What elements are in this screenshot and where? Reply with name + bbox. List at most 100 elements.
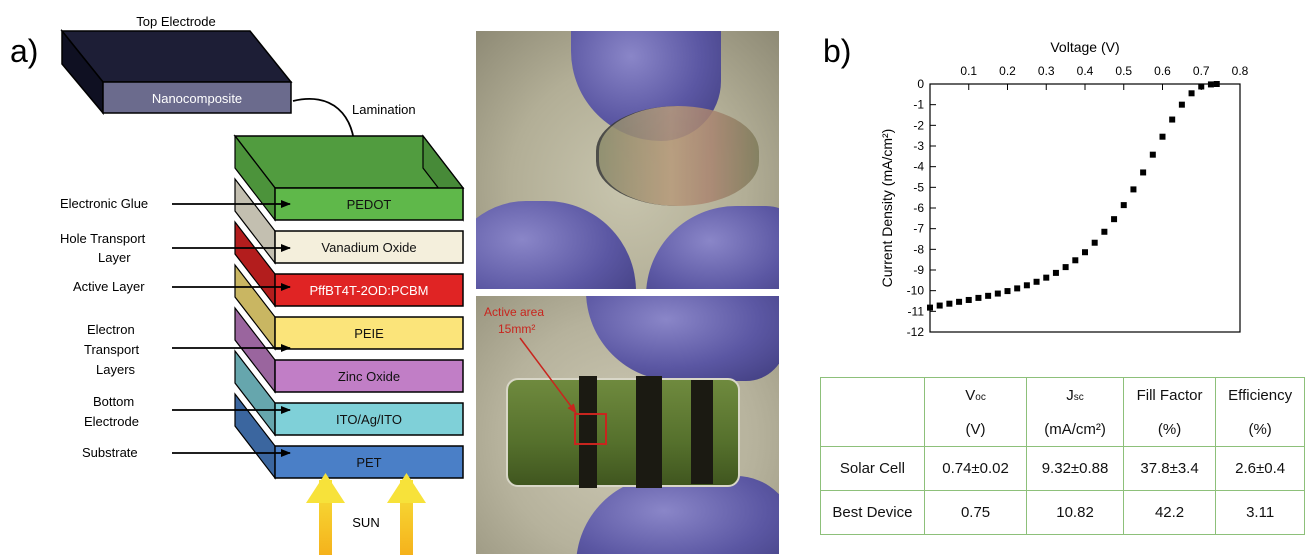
- layer-label: Vanadium Oxide: [321, 240, 416, 255]
- results-table: Voc Jsc Fill Factor Efficiency (V) (mA/c…: [820, 377, 1305, 535]
- y-tick-label: -12: [907, 325, 925, 339]
- data-point: [965, 296, 972, 303]
- table-header-row-bottom: (V) (mA/cm²) (%) (%): [821, 412, 1305, 447]
- data-points: [927, 81, 1220, 311]
- x-tick-label: 0.2: [999, 64, 1016, 78]
- active-area-label: Active area: [484, 305, 544, 319]
- label-arrows: [172, 200, 291, 457]
- active-area-box: [574, 413, 607, 445]
- y-tick-label: -6: [913, 201, 924, 215]
- layer-label: PEIE: [354, 326, 384, 341]
- x-tick-label: 0.5: [1115, 64, 1132, 78]
- x-tick-label: 0.7: [1193, 64, 1210, 78]
- data-point: [1033, 278, 1040, 285]
- layer-label: Zinc Oxide: [338, 369, 400, 384]
- layer-label: PffBT4T-2OD:PCBM: [310, 283, 429, 298]
- data-point: [1140, 169, 1147, 176]
- layer-zinc-oxide: [274, 359, 464, 393]
- side-labels: Electronic Glue Hole Transport Layer Act…: [60, 196, 148, 460]
- cell-efficiency: 3.11: [1215, 490, 1305, 535]
- active-area-value: 15mm²: [498, 322, 535, 336]
- table-row: Solar Cell 0.74±0.02 9.32±0.88 37.8±3.4 …: [820, 446, 1305, 491]
- glove-bottom-left: [476, 201, 636, 289]
- data-point: [1120, 202, 1127, 209]
- row-label: Best Device: [820, 490, 925, 535]
- layer-ito-ag-ito: [274, 402, 464, 436]
- x-tick-label: 0.6: [1154, 64, 1171, 78]
- x-tick-label: 0.8: [1232, 64, 1249, 78]
- label-active-layer: Active Layer: [73, 279, 145, 294]
- data-point: [1023, 282, 1030, 289]
- header-jsc: Jsc: [1026, 377, 1124, 412]
- label-electron-transport-3: Layers: [96, 362, 136, 377]
- electrode-stripe-1: [579, 376, 597, 488]
- header-fill-factor: Fill Factor: [1122, 377, 1217, 412]
- data-point: [946, 300, 953, 307]
- lamination-label: Lamination: [352, 102, 416, 117]
- label-hole-transport-1: Hole Transport: [60, 231, 146, 246]
- data-point: [927, 304, 933, 311]
- header-voc-unit: (V): [923, 412, 1028, 447]
- cell-voc: 0.74±0.02: [923, 446, 1028, 491]
- y-tick-label: 0: [917, 77, 924, 91]
- y-tick-label: -1: [913, 98, 924, 112]
- cell-jsc: 10.82: [1026, 490, 1124, 535]
- data-point: [956, 298, 963, 305]
- layer-peie: [274, 316, 464, 350]
- x-ticks: 0.1 0.2 0.3 0.4 0.5 0.6 0.7 0.8: [960, 64, 1249, 90]
- jv-chart: Voltage (V) Current Density (mA/cm²) 0.1…: [879, 39, 1249, 339]
- panel-b-letter: b): [823, 33, 851, 69]
- data-point: [1149, 151, 1156, 158]
- layer-stack: PEDOT Vanadium Oxide PffBT4T-2OD:PCBM PEIE Z…: [233, 134, 465, 480]
- data-point: [985, 292, 992, 299]
- electrode-stripe-3: [691, 380, 713, 484]
- data-point: [1072, 257, 1079, 264]
- x-tick-label: 0.4: [1077, 64, 1094, 78]
- data-point: [1159, 133, 1166, 140]
- active-area-pointer: [519, 337, 577, 414]
- y-axis-title: Current Density (mA/cm²): [879, 129, 895, 288]
- layer-label: PET: [356, 455, 381, 470]
- data-point: [1207, 81, 1214, 88]
- cell-jsc: 9.32±0.88: [1026, 446, 1124, 491]
- data-point: [1178, 101, 1185, 108]
- photo-device-active-area: Active area 15mm²: [476, 296, 779, 554]
- header-jsc-unit: (mA/cm²): [1026, 412, 1124, 447]
- table-header-row-top: Voc Jsc Fill Factor Efficiency: [820, 377, 1305, 447]
- data-point: [1111, 216, 1118, 223]
- y-tick-label: -2: [913, 118, 924, 132]
- cell-fill-factor: 42.2: [1122, 490, 1217, 535]
- data-point: [1130, 186, 1137, 193]
- label-bottom-electrode-2: Electrode: [84, 414, 139, 429]
- layer-pedot: [274, 187, 464, 221]
- header-fill-factor-unit: (%): [1122, 412, 1217, 447]
- plot-frame: [929, 83, 1241, 333]
- nanocomposite-label: Nanocomposite: [152, 91, 242, 106]
- data-point: [975, 294, 982, 301]
- layer-pet: [274, 445, 464, 479]
- data-point: [936, 302, 943, 309]
- data-point: [1082, 249, 1088, 256]
- results-table-wrap: Voc Jsc Fill Factor Efficiency (V) (mA/c…: [820, 377, 1305, 535]
- y-tick-label: -10: [907, 284, 925, 298]
- cell-efficiency: 2.6±0.4: [1215, 446, 1305, 491]
- annotation-overlay: Active area 15mm²: [484, 305, 577, 414]
- data-point: [1043, 274, 1050, 281]
- data-point: [1101, 228, 1108, 235]
- layer-label: ITO/Ag/ITO: [336, 412, 402, 427]
- label-electron-transport-1: Electron: [87, 322, 135, 337]
- header-empty: [820, 377, 925, 447]
- top-electrode-block: Nanocomposite: [60, 28, 293, 116]
- top-electrode-label: Top Electrode: [136, 14, 216, 29]
- label-electron-transport-2: Transport: [84, 342, 140, 357]
- x-axis-title: Voltage (V): [1050, 39, 1119, 55]
- data-point: [1091, 239, 1098, 246]
- y-tick-label: -4: [913, 160, 924, 174]
- table-row: Best Device 0.75 10.82 42.2 3.11: [820, 490, 1305, 535]
- y-tick-label: -11: [908, 304, 925, 318]
- flexible-cell: [596, 106, 759, 206]
- glove-bottom-right: [646, 206, 779, 289]
- data-point: [1198, 83, 1205, 90]
- y-tick-label: -3: [913, 139, 924, 153]
